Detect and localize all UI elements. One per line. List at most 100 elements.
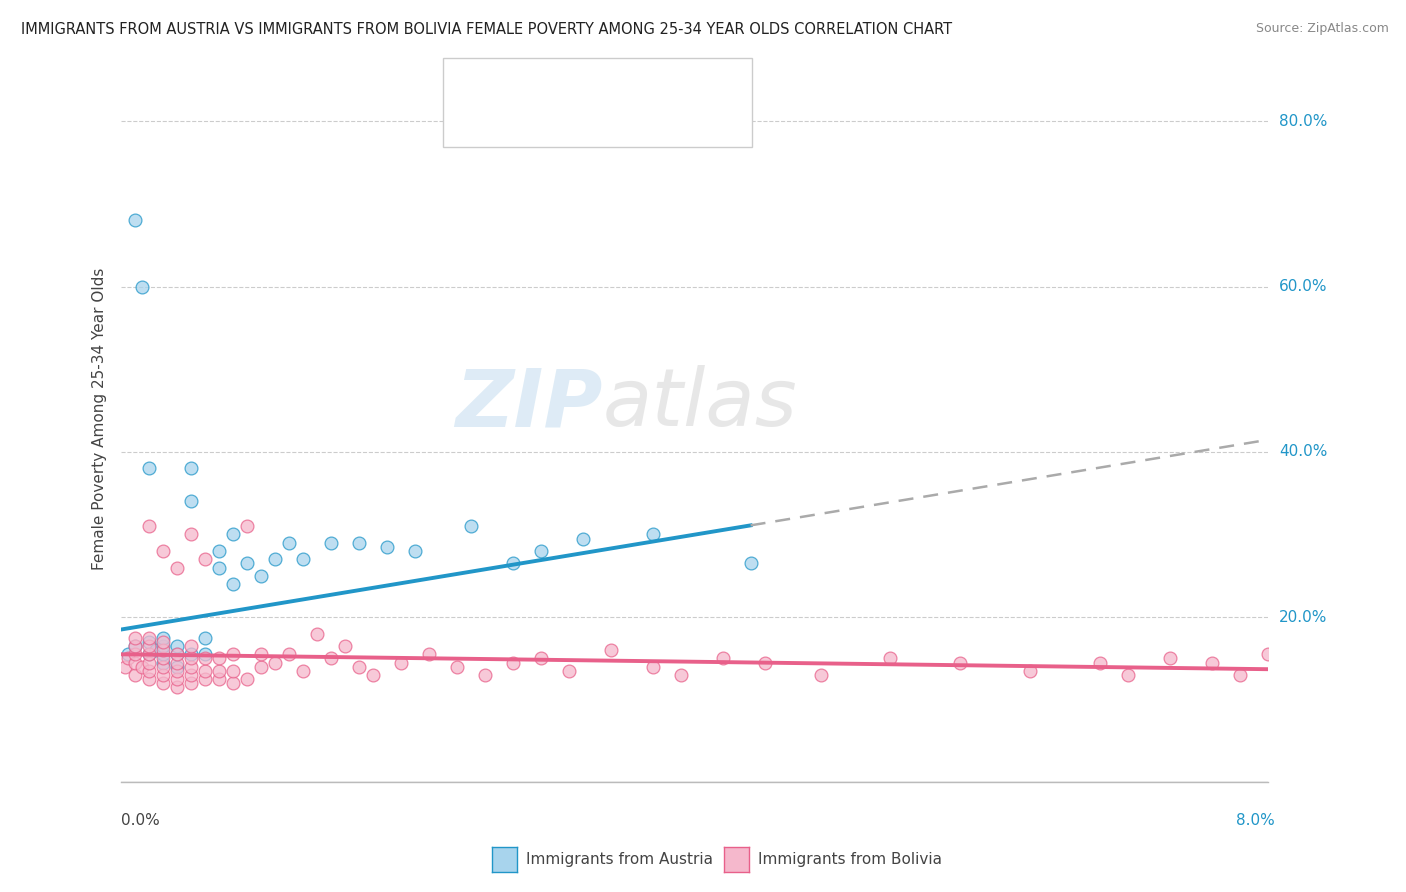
Point	[530, 651, 553, 665]
Point	[740, 557, 762, 571]
Point	[117, 648, 139, 662]
Point	[236, 519, 259, 533]
Text: atlas: atlas	[603, 365, 797, 443]
Point	[180, 494, 202, 508]
Point	[180, 676, 202, 690]
Point	[138, 664, 160, 678]
Point	[208, 544, 231, 558]
Point	[138, 672, 160, 686]
Point	[152, 631, 174, 645]
Point	[152, 643, 174, 657]
Point	[222, 664, 245, 678]
Point	[138, 656, 160, 670]
Point	[166, 560, 188, 574]
Point	[166, 672, 188, 686]
Point	[138, 639, 160, 653]
Point	[194, 631, 217, 645]
Point	[208, 672, 231, 686]
Point	[319, 651, 342, 665]
Point	[180, 659, 202, 673]
Text: Source: ZipAtlas.com: Source: ZipAtlas.com	[1256, 22, 1389, 36]
Point	[347, 659, 370, 673]
Point	[124, 639, 146, 653]
Point	[208, 664, 231, 678]
Point	[166, 664, 188, 678]
Point	[152, 635, 174, 649]
Point	[711, 651, 734, 665]
Point	[1019, 664, 1042, 678]
Point	[404, 544, 426, 558]
Point	[1229, 668, 1251, 682]
Point	[152, 648, 174, 662]
Point	[474, 668, 496, 682]
Point	[131, 279, 153, 293]
Point	[124, 631, 146, 645]
Point	[375, 540, 398, 554]
Point	[558, 664, 581, 678]
Point	[152, 676, 174, 690]
Point	[641, 659, 664, 673]
Point	[460, 519, 482, 533]
Point	[208, 560, 231, 574]
Point	[145, 643, 167, 657]
Point	[264, 552, 287, 566]
Point	[879, 651, 901, 665]
Point	[305, 626, 328, 640]
Point	[1257, 648, 1279, 662]
Point	[131, 659, 153, 673]
Point	[194, 648, 217, 662]
Text: 40.0%: 40.0%	[1279, 444, 1327, 459]
Point	[250, 659, 273, 673]
Point	[180, 639, 202, 653]
Point	[292, 552, 315, 566]
Text: 0.0%: 0.0%	[121, 813, 160, 828]
Point	[152, 639, 174, 653]
Point	[754, 656, 776, 670]
Point	[152, 656, 174, 670]
Point	[194, 664, 217, 678]
Point	[264, 656, 287, 670]
Point	[124, 656, 146, 670]
Point	[418, 648, 440, 662]
Point	[1090, 656, 1112, 670]
Point	[222, 577, 245, 591]
Point	[124, 213, 146, 227]
Point	[138, 648, 160, 662]
Point	[292, 664, 315, 678]
Point	[124, 639, 146, 653]
Point	[208, 651, 231, 665]
Point	[166, 648, 188, 662]
Point	[117, 651, 139, 665]
Text: R =  0.208   N = 39: R = 0.208 N = 39	[494, 80, 676, 95]
Point	[194, 651, 217, 665]
Point	[152, 544, 174, 558]
Point	[1201, 656, 1223, 670]
Point	[278, 648, 301, 662]
Point	[194, 552, 217, 566]
Point	[389, 656, 412, 670]
Point	[810, 668, 832, 682]
Point	[152, 659, 174, 673]
Point	[278, 535, 301, 549]
Point	[222, 648, 245, 662]
Point	[641, 527, 664, 541]
Point	[114, 659, 136, 673]
Point	[502, 656, 524, 670]
Text: Immigrants from Austria: Immigrants from Austria	[526, 853, 713, 867]
Point	[236, 557, 259, 571]
Point	[502, 557, 524, 571]
Point	[166, 656, 188, 670]
Point	[361, 668, 384, 682]
Point	[446, 659, 468, 673]
Text: IMMIGRANTS FROM AUSTRIA VS IMMIGRANTS FROM BOLIVIA FEMALE POVERTY AMONG 25-34 YE: IMMIGRANTS FROM AUSTRIA VS IMMIGRANTS FR…	[21, 22, 952, 37]
Point	[180, 527, 202, 541]
Point	[222, 527, 245, 541]
Point	[152, 651, 174, 665]
Point	[138, 461, 160, 475]
Point	[166, 659, 188, 673]
Y-axis label: Female Poverty Among 25-34 Year Olds: Female Poverty Among 25-34 Year Olds	[93, 268, 107, 570]
Point	[124, 668, 146, 682]
Point	[138, 519, 160, 533]
Point	[138, 648, 160, 662]
Point	[530, 544, 553, 558]
